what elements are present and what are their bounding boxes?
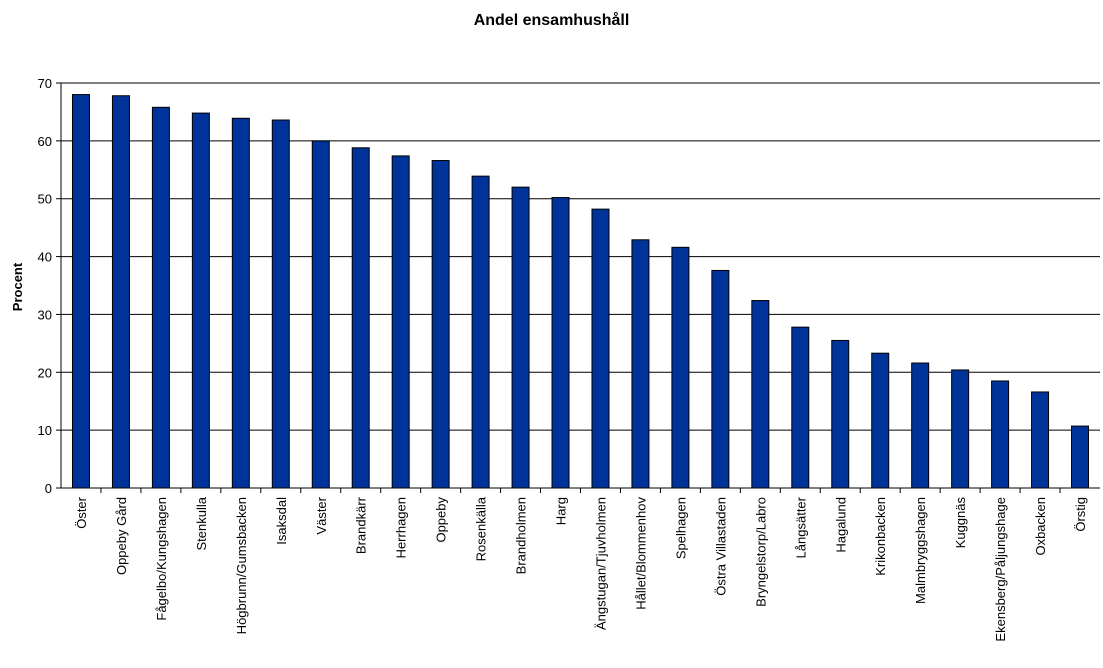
x-tick-label: Oppeby — [434, 497, 449, 543]
y-tick-labels: 0 10 20 30 40 50 60 70 — [38, 76, 52, 496]
bar — [831, 339, 850, 489]
y-tick-label: 50 — [38, 192, 52, 207]
bar — [311, 140, 330, 489]
chart-title: Andel ensamhushåll — [473, 12, 630, 29]
y-tick-label: 60 — [38, 134, 52, 149]
x-tick-label: Oxbacken — [1033, 497, 1048, 556]
y-tick-label: 70 — [38, 76, 52, 91]
bars — [71, 94, 1090, 489]
bar — [111, 95, 130, 489]
bar — [511, 186, 530, 489]
x-tick-labels: Öster Oppeby Gård Fågelbo/Kungshagen Stenku… — [74, 496, 1088, 641]
bar — [951, 369, 970, 489]
bar — [431, 160, 450, 489]
bar — [671, 246, 690, 489]
bar — [911, 362, 930, 489]
x-tick-label: Ängstugan/Tjuvholmen — [593, 497, 608, 630]
x-tick-label: Hagalund — [833, 497, 848, 553]
axes — [56, 82, 1100, 493]
x-tick-label: Isaksdal — [274, 497, 289, 545]
bar — [71, 94, 90, 489]
x-tick-label: Harg — [554, 497, 569, 525]
x-tick-label: Rosenkälla — [474, 496, 489, 561]
x-tick-label: Högbrunn/Gumsbacken — [234, 497, 249, 634]
x-tick-label: Brandkärr — [354, 496, 369, 554]
y-tick-label: 40 — [38, 250, 52, 265]
x-tick-label: Öster — [74, 496, 89, 528]
x-tick-label: Stenkulla — [194, 496, 209, 550]
x-tick-label: Kuggnäs — [953, 497, 968, 549]
bar — [231, 117, 250, 489]
x-tick-label: Krikonbacken — [873, 497, 888, 576]
bar — [751, 300, 770, 489]
x-tick-label: Hållet/Blommenhov — [633, 497, 648, 610]
gridlines — [61, 82, 1100, 431]
y-tick-label: 20 — [38, 365, 52, 380]
y-tick-label: 10 — [38, 423, 52, 438]
x-tick-label: Ekensberg/Påljungshage — [993, 497, 1008, 642]
x-tick-label: Malmbryggshagen — [913, 497, 928, 604]
x-tick-label: Fågelbo/Kungshagen — [154, 497, 169, 621]
bar — [711, 269, 730, 489]
x-tick-label: Väster — [314, 496, 329, 534]
x-tick-label: Spelhagen — [673, 497, 688, 559]
y-tick-label: 30 — [38, 307, 52, 322]
x-tick-label: Östra Villastaden — [713, 497, 728, 596]
bar — [871, 352, 890, 489]
bar — [471, 175, 490, 489]
bar — [591, 208, 610, 489]
x-tick-label: Örstig — [1073, 497, 1088, 532]
bar — [151, 106, 170, 489]
bar — [1031, 391, 1050, 489]
y-tick-label: 0 — [45, 481, 52, 496]
bar — [1071, 425, 1090, 489]
bar — [391, 155, 410, 489]
bar — [551, 197, 570, 489]
y-axis-label: Procent — [10, 262, 25, 311]
bar — [631, 239, 650, 489]
x-tick-label: Bryngelstorp/Labro — [753, 497, 768, 607]
bar — [791, 326, 810, 489]
bar — [271, 119, 290, 489]
bar — [191, 112, 210, 489]
bar — [991, 380, 1010, 489]
x-tick-label: Brandholmen — [514, 497, 529, 574]
x-tick-label: Långsätter — [793, 496, 808, 558]
x-tick-label: Herrhagen — [394, 497, 409, 558]
bar — [351, 147, 370, 489]
x-tick-label: Oppeby Gård — [114, 497, 129, 575]
